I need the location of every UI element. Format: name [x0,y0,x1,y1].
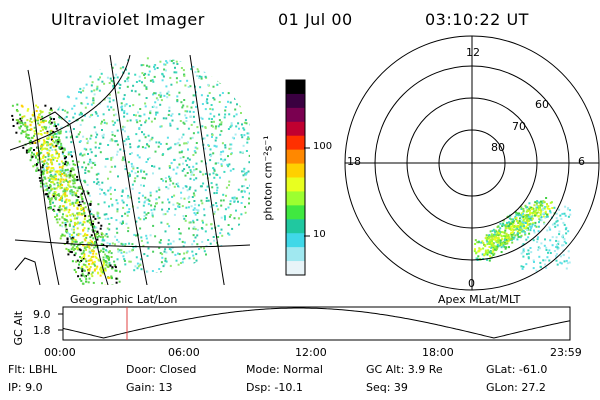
time-label: 03:10:22 UT [425,10,529,29]
colorbar-segment [286,121,305,137]
info-ip: IP: 9.0 [8,381,43,394]
colorbar-tick-100: 100 [313,141,333,152]
mlt-label-18: 18 [347,155,361,168]
colorbar-segment [286,149,305,165]
colorbar-segment [286,191,305,206]
colorbar-segment [286,261,305,276]
info-mode: Mode: Normal [246,363,323,376]
alt-ytick-1-8: 1.8 [33,324,51,337]
date-label: 01 Jul 00 [278,10,353,29]
colorbar [285,79,306,276]
alt-xtick-3: 18:00 [422,346,454,359]
alt-ytick-9: 9.0 [33,308,51,321]
instrument-title: Ultraviolet Imager [51,10,205,29]
info-glat: GLat: -61.0 [486,363,548,376]
colorbar-segment [286,177,305,193]
colorbar-segment [286,233,305,248]
colorbar-segment [286,205,305,220]
colorbar-segment [286,163,305,179]
polar-panel-label: Apex MLat/MLT [438,293,521,306]
lat-label-70: 70 [512,120,526,133]
colorbar-segment [286,219,305,234]
altitude-plot [58,306,571,341]
alt-ylabel: GC Alt [12,310,25,346]
info-flt: Flt: LBHL [8,363,57,376]
lat-label-60: 60 [535,98,549,111]
polar-plot [344,35,600,291]
alt-xtick-2: 12:00 [295,346,327,359]
colorbar-segment [286,107,305,123]
colorbar-segment [286,80,305,95]
colorbar-segment [286,135,305,151]
lat-label-80: 80 [491,141,505,154]
info-glon: GLon: 27.2 [486,381,546,394]
alt-xtick-0: 00:00 [44,346,76,359]
info-door: Door: Closed [126,363,197,376]
info-dsp: Dsp: -10.1 [246,381,303,394]
geographic-image [10,55,250,285]
colorbar-segment [286,93,305,109]
colorbar-unit-label: photon cm⁻²s⁻¹ [261,135,275,221]
geo-panel-label: Geographic Lat/Lon [70,293,178,306]
alt-xtick-1: 06:00 [168,346,200,359]
mlt-label-6: 6 [578,155,585,168]
alt-xtick-4: 23:59 [550,346,582,359]
info-gain: Gain: 13 [126,381,173,394]
mlt-label-0: 0 [468,277,475,290]
colorbar-segment [286,247,305,262]
info-gcalt: GC Alt: 3.9 Re [366,363,443,376]
info-seq: Seq: 39 [366,381,408,394]
colorbar-tick-10: 10 [313,229,326,240]
mlt-label-12: 12 [466,46,480,59]
